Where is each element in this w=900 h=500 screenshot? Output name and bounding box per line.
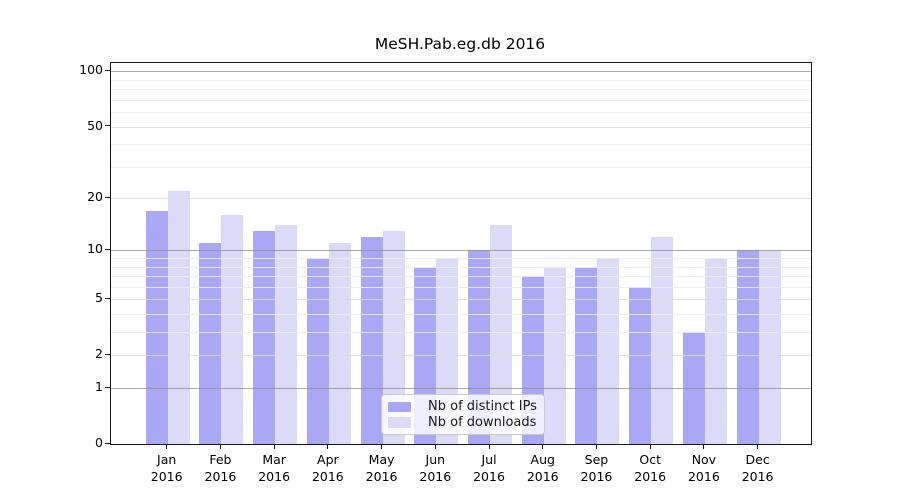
x-tick-mark-aug (542, 444, 544, 449)
x-tick-label-aug: Aug 2016 (526, 452, 559, 484)
bar-ips-apr (306, 258, 329, 444)
bar-ips-oct (629, 286, 652, 444)
bar-downloads-feb (221, 215, 244, 444)
bar-downloads-jan (167, 190, 190, 444)
gridline-100 (111, 71, 811, 73)
y-tick-label-10: 10 (87, 241, 103, 257)
x-tick-mark-feb (219, 444, 221, 449)
x-tick-label-jul: Jul 2016 (473, 452, 505, 484)
x-tick-label-jan: Jan 2016 (150, 452, 183, 484)
x-tick-mark-dec (757, 444, 759, 449)
legend-swatch-distinct-ips (388, 401, 411, 412)
legend-item-downloads: Nb of downloads (388, 415, 536, 431)
bar-downloads-jul (490, 225, 513, 444)
x-tick-mark-sep (595, 444, 597, 449)
y-tick-label-100: 100 (79, 62, 103, 78)
y-tick-mark-2 (105, 353, 110, 355)
gridline-10 (111, 250, 811, 252)
bar-ips-dec (736, 250, 759, 444)
y-tick-label-50: 50 (87, 117, 103, 133)
x-tick-mark-jan (166, 444, 168, 449)
x-tick-label-sep: Sep 2016 (580, 452, 613, 484)
y-tick-mark-1 (105, 386, 110, 388)
x-tick-label-mar: Mar 2016 (258, 452, 291, 484)
minor-gridline-70 (111, 99, 811, 101)
legend: Nb of distinct IPs Nb of downloads (381, 394, 545, 435)
y-tick-label-20: 20 (87, 189, 103, 205)
bar-downloads-mar (275, 225, 298, 444)
bar-downloads-sep (597, 258, 620, 444)
x-tick-mark-jun (434, 444, 436, 449)
minor-gridline-30 (111, 166, 811, 168)
minor-gridline-80 (111, 89, 811, 91)
y-tick-mark-100 (105, 69, 110, 71)
gridline-5 (111, 299, 811, 301)
x-tick-label-jun: Jun 2016 (419, 452, 452, 484)
bar-ips-jan (145, 210, 168, 444)
bar-downloads-apr (328, 243, 351, 444)
x-tick-label-oct: Oct 2016 (634, 452, 667, 484)
bar-downloads-dec (758, 250, 781, 444)
minor-gridline-8 (111, 266, 811, 268)
x-tick-label-nov: Nov 2016 (687, 452, 720, 484)
x-tick-mark-mar (273, 444, 275, 449)
y-tick-mark-0 (105, 442, 110, 444)
x-tick-mark-apr (327, 444, 329, 449)
y-tick-label-5: 5 (95, 290, 103, 306)
x-tick-mark-jul (488, 444, 490, 449)
gridline-20 (111, 198, 811, 200)
bar-downloads-nov (704, 258, 727, 444)
y-tick-mark-50 (105, 125, 110, 127)
gridline-1 (111, 388, 811, 390)
minor-gridline-7 (111, 276, 811, 278)
minor-gridline-9 (111, 258, 811, 260)
legend-label-distinct-ips: Nb of distinct IPs (428, 399, 537, 415)
x-tick-mark-nov (703, 444, 705, 449)
minor-gridline-3 (111, 332, 811, 334)
x-tick-mark-oct (649, 444, 651, 449)
x-tick-label-feb: Feb 2016 (204, 452, 237, 484)
minor-gridline-60 (111, 112, 811, 114)
y-tick-mark-20 (105, 196, 110, 198)
plot-area: Nb of distinct IPs Nb of downloads (110, 62, 812, 445)
legend-swatch-downloads (388, 417, 411, 428)
y-tick-mark-10 (105, 248, 110, 250)
chart-title: MeSH.Pab.eg.db 2016 (374, 35, 546, 53)
x-tick-mark-may (381, 444, 383, 449)
x-tick-label-apr: Apr 2016 (311, 452, 344, 484)
gridline-50 (111, 126, 811, 128)
legend-item-distinct-ips: Nb of distinct IPs (388, 399, 537, 415)
y-tick-label-2: 2 (95, 346, 103, 362)
x-tick-label-dec: Dec 2016 (741, 452, 774, 484)
bar-downloads-may (382, 231, 405, 444)
y-tick-label-0: 0 (95, 435, 103, 450)
gridline-2 (111, 355, 811, 357)
y-tick-label-1: 1 (95, 379, 103, 395)
bar-downloads-oct (651, 236, 674, 444)
bar-ips-may (360, 236, 383, 444)
minor-gridline-4 (111, 314, 811, 316)
minor-gridline-40 (111, 144, 811, 146)
legend-label-downloads: Nb of downloads (428, 414, 537, 430)
y-tick-mark-5 (105, 297, 110, 299)
x-tick-label-may: May 2016 (365, 452, 398, 484)
bar-ips-feb (199, 243, 222, 444)
minor-gridline-6 (111, 286, 811, 288)
minor-gridline-90 (111, 79, 811, 81)
bar-ips-mar (253, 231, 276, 444)
